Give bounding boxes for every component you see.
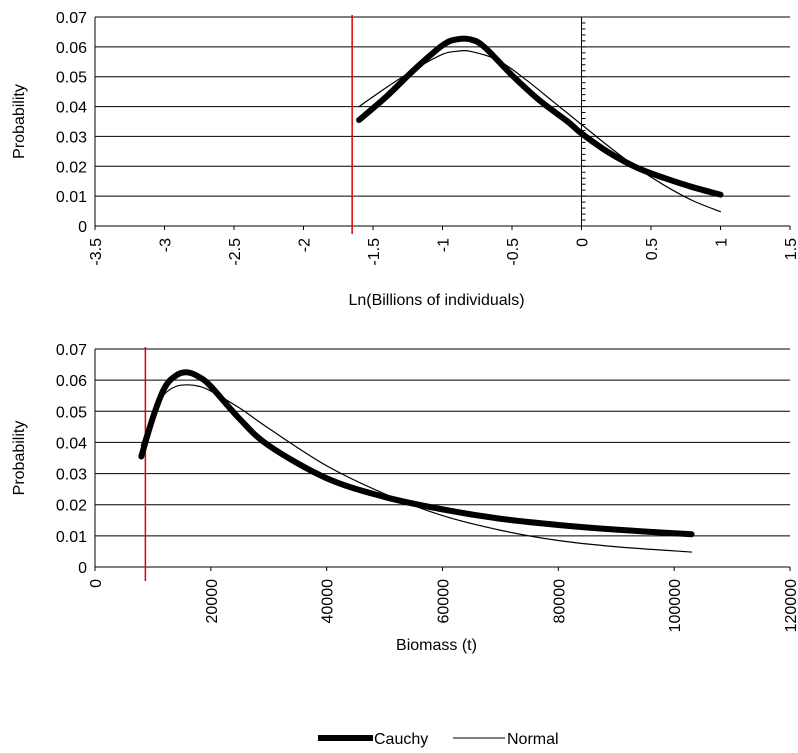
y-tick-label-biomass-7: 0.07 [56,342,87,359]
y-axis-label-biomass: Probability [11,421,28,496]
y-tick-label-biomass-6: 0.06 [56,373,87,390]
y-axis-label-ln: Probability [11,84,28,159]
x-tick-label-biomass-5: 100000 [667,579,684,632]
y-tick-label-ln-7: 0.07 [56,10,87,27]
x-tick-label-biomass-4: 80000 [551,579,568,624]
x-tick-label-biomass-2: 40000 [320,579,337,624]
x-tick-label-ln-0: -3.5 [88,238,105,266]
y-tick-label-biomass-2: 0.02 [56,498,87,515]
chart-ln-individuals: 0 0.01 0.02 0.03 0.04 0.05 0.06 0.07 -3.5 -3 -2.5 -… [11,10,798,309]
legend: Cauchy Normal [318,731,559,748]
series-line-cauchy-biomass [138,369,695,538]
y-tick-label-biomass-5: 0.05 [56,404,87,421]
y-tick-label-ln-5: 0.05 [56,70,87,87]
y-tick-label-biomass-1: 0.01 [56,529,87,546]
x-tick-label-ln-5: -1 [436,238,453,252]
y-tick-label-ln-1: 0.01 [56,189,87,206]
y-tick-label-biomass-3: 0.03 [56,467,87,484]
x-tick-label-biomass-3: 60000 [436,579,453,624]
x-tick-label-biomass-6: 120000 [783,579,798,632]
y-tick-label-biomass-4: 0.04 [56,435,87,452]
y-tick-label-biomass-0: 0 [78,560,87,577]
x-tick-label-ln-2: -2.5 [227,238,244,266]
legend-label-cauchy: Cauchy [374,731,428,748]
series-line-normal-biomass [140,384,693,553]
x-tick-label-ln-7: 0 [575,238,592,247]
x-axis-label-biomass: Biomass (t) [396,637,477,654]
x-tick-label-ln-3: -2 [297,238,314,252]
x-tick-label-ln-1: -3 [158,238,175,252]
legend-label-normal: Normal [507,731,559,748]
chart-biomass: 0 0.01 0.02 0.03 0.04 0.05 0.06 0.07 0 20000 40000… [11,342,798,654]
series-line-normal-ln [358,49,722,213]
x-axis-label-ln: Ln(Billions of individuals) [348,292,524,309]
x-tick-label-biomass-0: 0 [88,579,105,588]
x-tick-label-biomass-1: 20000 [204,579,221,624]
y-tick-label-ln-2: 0.02 [56,159,87,176]
x-tick-label-ln-4: -1.5 [366,238,383,266]
x-tick-label-ln-6: -0.5 [505,238,522,266]
x-tick-label-ln-8: 0.5 [644,238,661,260]
x-tick-label-ln-10: 1.5 [783,238,798,260]
y-tick-label-ln-3: 0.03 [56,129,87,146]
y-tick-label-ln-0: 0 [78,219,87,236]
x-tick-label-ln-9: 1 [714,238,731,247]
series-line-cauchy-ln [356,35,724,198]
y-tick-label-ln-6: 0.06 [56,40,87,57]
y-tick-label-ln-4: 0.04 [56,100,87,117]
